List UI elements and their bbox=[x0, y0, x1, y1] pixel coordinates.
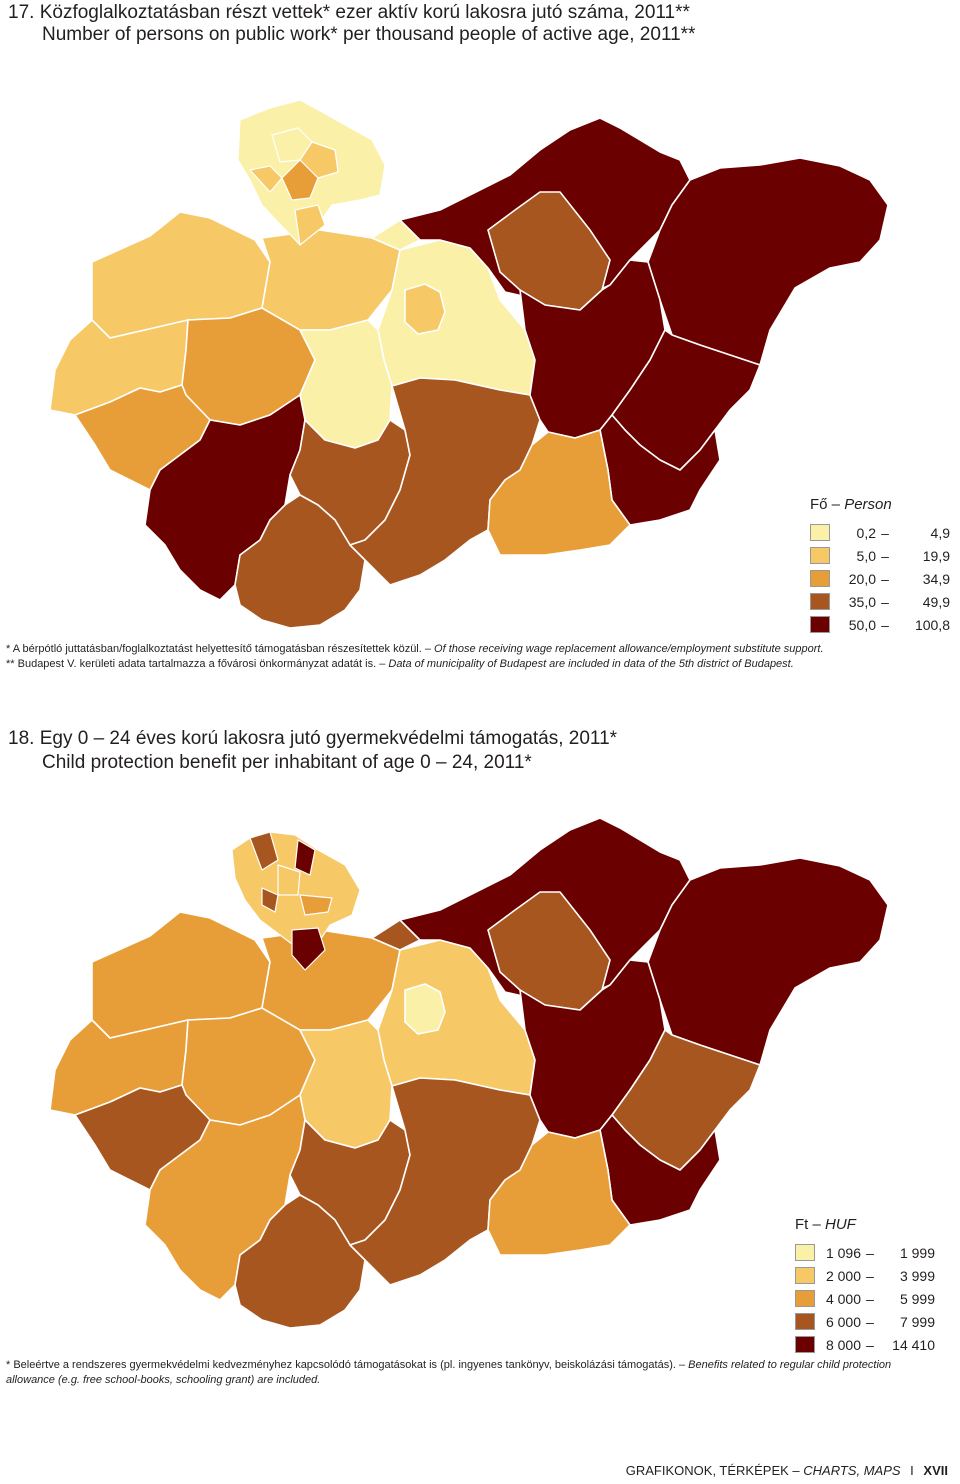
legend-swatch bbox=[810, 593, 830, 610]
legend-high: 14 410 bbox=[892, 1336, 935, 1353]
legend-low: 2 000 bbox=[825, 1267, 861, 1284]
map1-title-hu: Közfoglalkoztatásban részt vettek* ezer … bbox=[39, 2, 690, 23]
map2-choropleth bbox=[49, 817, 889, 1329]
legend-low: 35,0 bbox=[848, 593, 876, 610]
page-footer: GRAFIKONOK, TÉRKÉPEK – CHARTS, MAPS I XV… bbox=[626, 1463, 948, 1478]
legend-swatch bbox=[810, 616, 830, 633]
map2-legend-row: 2 000–3 999 bbox=[795, 1264, 935, 1287]
map2-legend-row: 4 000–5 999 bbox=[795, 1287, 935, 1310]
region-south-central bbox=[349, 1077, 541, 1286]
legend-high: 1 999 bbox=[899, 1244, 935, 1261]
map1-legend-row: 5,0–19,9 bbox=[810, 544, 950, 567]
legend-high: 7 999 bbox=[899, 1313, 935, 1330]
legend-low: 6 000 bbox=[825, 1313, 861, 1330]
legend-swatch bbox=[795, 1313, 815, 1330]
region-southeast bbox=[487, 429, 631, 556]
region-central-enclave bbox=[404, 283, 446, 335]
footer-hu: GRAFIKONOK, TÉRKÉPEK – bbox=[625, 1463, 800, 1478]
map1-note-1: * A bérpótló juttatásban/foglalkoztatást… bbox=[6, 642, 936, 657]
map1-note-2-en: Data of municipality of Budapest are inc… bbox=[388, 658, 794, 670]
map1-legend-row: 35,0–49,9 bbox=[810, 590, 950, 613]
map2-legend-unit-hu: Ft – bbox=[795, 1216, 821, 1233]
map1-legend: Fő – Person 0,2–4,9 5,0–19,9 20,0–34,9 3… bbox=[810, 496, 950, 636]
map1-title: 17. Közfoglalkoztatásban részt vettek* e… bbox=[8, 2, 690, 24]
map2-notes: * Beleértve a rendszeres gyermekvédelmi … bbox=[6, 1358, 936, 1388]
map2-legend-row: 1 096–1 999 bbox=[795, 1241, 935, 1264]
map1-legend-row: 20,0–34,9 bbox=[810, 567, 950, 590]
footer-separator: I bbox=[910, 1463, 914, 1478]
page-number: XVII bbox=[923, 1463, 948, 1478]
map2-title-hu: Egy 0 – 24 éves korú lakosra jutó gyerme… bbox=[39, 728, 618, 749]
legend-swatch bbox=[810, 570, 830, 587]
region-northeast-2 bbox=[647, 857, 889, 1066]
legend-swatch bbox=[795, 1336, 815, 1353]
legend-low: 20,0 bbox=[848, 570, 876, 587]
region-north-2 bbox=[487, 191, 611, 311]
legend-low: 8 000 bbox=[825, 1336, 861, 1353]
budapest-inset bbox=[231, 831, 361, 971]
region-northwest-2 bbox=[261, 229, 401, 331]
legend-low: 50,0 bbox=[848, 616, 876, 633]
legend-high: 34,9 bbox=[922, 570, 950, 587]
legend-high: 100,8 bbox=[914, 616, 950, 633]
map1-legend-row: 50,0–100,8 bbox=[810, 613, 950, 636]
footer-en: CHARTS, MAPS bbox=[803, 1463, 901, 1478]
legend-swatch bbox=[795, 1267, 815, 1284]
map1-choropleth bbox=[49, 99, 889, 629]
map1-notes: * A bérpótló juttatásban/foglalkoztatást… bbox=[6, 642, 936, 672]
map2-legend-unit: Ft – HUF bbox=[795, 1216, 935, 1233]
map2-note-en: Benefits related to regular child protec… bbox=[6, 1359, 892, 1386]
map1-note-2-hu: ** Budapest V. kerületi adata tartalmazz… bbox=[6, 658, 386, 670]
map2-note-hu: * Beleértve a rendszeres gyermekvédelmi … bbox=[6, 1359, 686, 1371]
region-northwest-2 bbox=[261, 929, 401, 1031]
map2-legend: Ft – HUF 1 096–1 999 2 000–3 999 4 000–5… bbox=[795, 1216, 935, 1356]
map1-title-en: Number of persons on public work* per th… bbox=[42, 24, 696, 45]
legend-high: 4,9 bbox=[930, 524, 950, 541]
map1-legend-unit-en: Person bbox=[844, 496, 892, 513]
region-central-enclave bbox=[404, 983, 446, 1035]
map1-legend-row: 0,2–4,9 bbox=[810, 521, 950, 544]
map1-note-1-hu: * A bérpótló juttatásban/foglalkoztatást… bbox=[6, 643, 431, 655]
map2-legend-row: 8 000–14 410 bbox=[795, 1333, 935, 1356]
legend-swatch bbox=[810, 524, 830, 541]
legend-high: 49,9 bbox=[922, 593, 950, 610]
budapest-inset bbox=[237, 99, 386, 246]
map1-note-2: ** Budapest V. kerületi adata tartalmazz… bbox=[6, 657, 936, 672]
legend-low: 1 096 bbox=[825, 1244, 861, 1261]
legend-swatch bbox=[810, 547, 830, 564]
legend-low: 5,0 bbox=[856, 547, 876, 564]
region-southeast bbox=[487, 1129, 631, 1256]
map1-note-1-en: Of those receiving wage replacement allo… bbox=[434, 643, 824, 655]
map1-legend-unit: Fő – Person bbox=[810, 496, 950, 513]
legend-high: 3 999 bbox=[899, 1267, 935, 1284]
legend-swatch bbox=[795, 1290, 815, 1307]
map2-title: 18. Egy 0 – 24 éves korú lakosra jutó gy… bbox=[8, 728, 617, 750]
legend-low: 0,2 bbox=[856, 524, 876, 541]
legend-high: 5 999 bbox=[899, 1290, 935, 1307]
region-south-central bbox=[349, 377, 541, 586]
region-north-2 bbox=[487, 891, 611, 1011]
map1-number: 17. bbox=[8, 2, 35, 23]
legend-swatch bbox=[795, 1244, 815, 1261]
region-northeast-2 bbox=[647, 157, 889, 366]
legend-low: 4 000 bbox=[825, 1290, 861, 1307]
map2-number: 18. bbox=[8, 728, 35, 749]
map1-legend-unit-hu: Fő – bbox=[810, 496, 841, 513]
map2-legend-unit-en: HUF bbox=[825, 1216, 856, 1233]
map2-title-en: Child protection benefit per inhabitant … bbox=[42, 752, 532, 773]
legend-high: 19,9 bbox=[922, 547, 950, 564]
map2-legend-row: 6 000–7 999 bbox=[795, 1310, 935, 1333]
